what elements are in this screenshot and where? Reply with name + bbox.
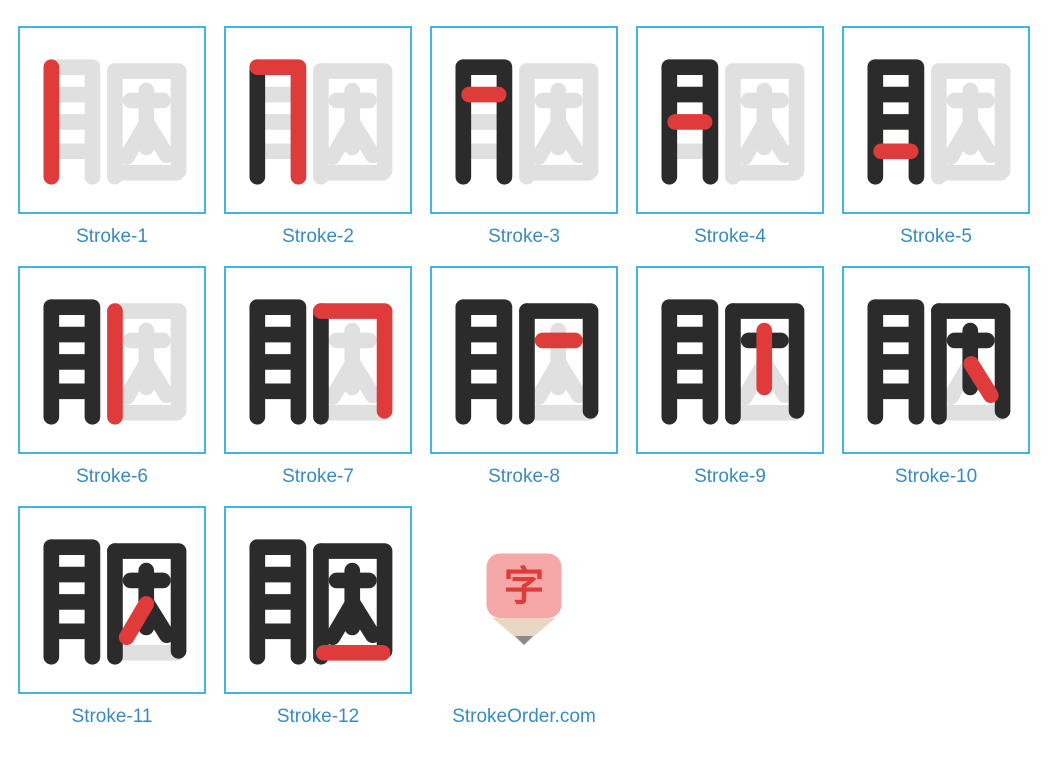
stroke-caption: Stroke-12	[277, 706, 359, 728]
stroke-cell: Stroke-4	[636, 26, 824, 248]
stroke-caption: Stroke-9	[694, 466, 766, 488]
stroke-caption: Stroke-2	[282, 226, 354, 248]
stroke-cell: Stroke-1	[18, 26, 206, 248]
pencil-icon: 字	[464, 540, 584, 660]
stroke-tile	[430, 266, 618, 454]
stroke-svg	[844, 268, 1028, 452]
stroke-tile	[18, 266, 206, 454]
stroke-cell: Stroke-10	[842, 266, 1030, 488]
branding-caption: StrokeOrder.com	[452, 706, 596, 728]
stroke-svg	[432, 268, 616, 452]
stroke-cell: Stroke-7	[224, 266, 412, 488]
stroke-caption: Stroke-6	[76, 466, 148, 488]
stroke-caption: Stroke-1	[76, 226, 148, 248]
stroke-caption: Stroke-3	[488, 226, 560, 248]
stroke-caption: Stroke-8	[488, 466, 560, 488]
stroke-cell: Stroke-11	[18, 506, 206, 728]
stroke-tile	[842, 266, 1030, 454]
stroke-tile	[842, 26, 1030, 214]
stroke-svg	[20, 268, 204, 452]
stroke-tile	[430, 26, 618, 214]
stroke-svg	[226, 28, 410, 212]
stroke-svg	[844, 28, 1028, 212]
stroke-cell: Stroke-8	[430, 266, 618, 488]
stroke-tile	[18, 26, 206, 214]
stroke-tile	[636, 26, 824, 214]
stroke-cell: Stroke-9	[636, 266, 824, 488]
stroke-caption: Stroke-7	[282, 466, 354, 488]
branding-cell: 字 StrokeOrder.com	[430, 506, 618, 728]
stroke-svg	[20, 508, 204, 692]
stroke-tile	[224, 506, 412, 694]
stroke-tile	[636, 266, 824, 454]
stroke-caption: Stroke-4	[694, 226, 766, 248]
branding-glyph: 字	[504, 563, 545, 609]
stroke-tile	[224, 266, 412, 454]
stroke-svg	[432, 28, 616, 212]
stroke-grid: Stroke-1 Stroke-2 Stroke-3 Stroke-4 Stroke-5…	[18, 26, 1032, 728]
stroke-svg	[638, 28, 822, 212]
stroke-cell: Stroke-5	[842, 26, 1030, 248]
stroke-caption: Stroke-11	[72, 706, 153, 728]
branding-logo: 字	[430, 506, 618, 694]
stroke-svg	[226, 508, 410, 692]
stroke-cell: Stroke-12	[224, 506, 412, 728]
stroke-caption: Stroke-5	[900, 226, 972, 248]
stroke-caption: Stroke-10	[895, 466, 977, 488]
stroke-svg	[20, 28, 204, 212]
stroke-cell: Stroke-2	[224, 26, 412, 248]
stroke-tile	[18, 506, 206, 694]
stroke-svg	[638, 268, 822, 452]
stroke-cell: Stroke-3	[430, 26, 618, 248]
stroke-tile	[224, 26, 412, 214]
stroke-cell: Stroke-6	[18, 266, 206, 488]
stroke-svg	[226, 268, 410, 452]
